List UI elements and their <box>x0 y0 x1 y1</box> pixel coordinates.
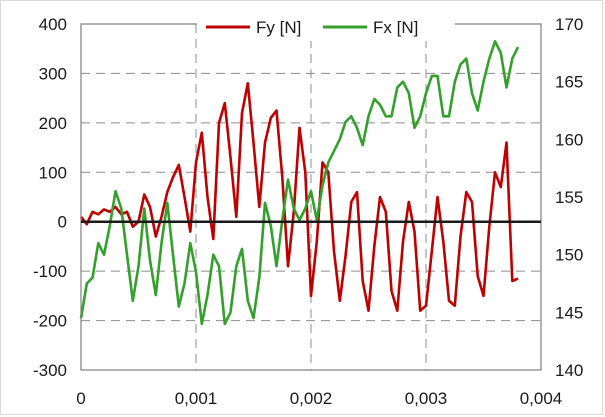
x-tick-label: 0 <box>76 389 85 408</box>
x-tick-label: 0,002 <box>290 389 333 408</box>
y-tick-label: 200 <box>39 114 67 133</box>
series-line-fy <box>79 82 519 313</box>
y-tick-label: -100 <box>33 262 67 281</box>
series-line-fx <box>79 39 520 326</box>
legend-label: Fy [N] <box>256 18 301 37</box>
tick-layer: 400 300 200 100 0 -100 -200 -300 0 0,001 0,002 0,00… <box>33 15 583 408</box>
series-layer <box>79 39 520 326</box>
y-tick-label: 100 <box>39 163 67 182</box>
y2-tick-label: 155 <box>555 188 583 207</box>
y2-tick-label: 170 <box>555 15 583 34</box>
y2-tick-label: 150 <box>555 246 583 265</box>
y-tick-label: -300 <box>33 361 67 380</box>
y-tick-label: -200 <box>33 312 67 331</box>
x-tick-label: 0,004 <box>520 389 563 408</box>
y-tick-label: 0 <box>58 213 67 232</box>
x-tick-label: 0,001 <box>175 389 218 408</box>
y2-tick-label: 140 <box>555 361 583 380</box>
legend: Fy [N] Fx [N] <box>197 13 455 41</box>
legend-label: Fx [N] <box>373 18 418 37</box>
y-tick-label: 400 <box>39 15 67 34</box>
y2-tick-label: 160 <box>555 130 583 149</box>
y2-tick-label: 145 <box>555 303 583 322</box>
y-tick-label: 300 <box>39 64 67 83</box>
x-tick-label: 0,003 <box>405 389 448 408</box>
y2-tick-label: 165 <box>555 73 583 92</box>
